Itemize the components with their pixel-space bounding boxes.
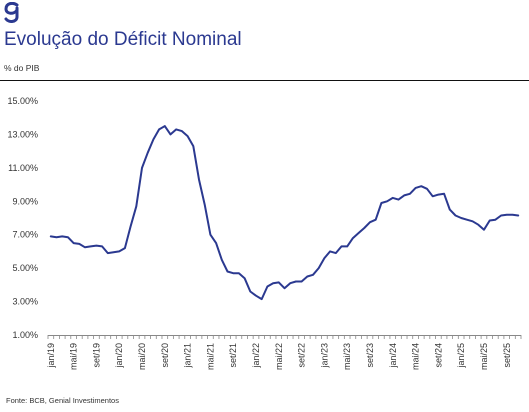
x-tick-label: jan/20 (114, 343, 124, 369)
y-axis: 1.00% 3.00% 5.00% 7.00% 9.00% 11.00% 13.00% 15.… (7, 96, 38, 340)
y-tick-label: 9.00% (12, 196, 38, 206)
x-tick-label: mai/21 (205, 343, 215, 370)
header-divider (0, 80, 529, 81)
x-tick-label: mai/22 (274, 343, 284, 370)
x-tick-label: mai/23 (342, 343, 352, 370)
series-line (49, 125, 520, 301)
x-axis: jan/19 mai/19 set/19 jan/20 mai/20 set/20 jan/… (46, 335, 522, 370)
y-tick-label: 5.00% (12, 263, 38, 273)
source-note: Fonte: BCB, Genial Investimentos (6, 396, 119, 405)
x-tick-label: set/22 (297, 343, 307, 368)
series-layer (49, 125, 520, 301)
x-tick-label: set/25 (502, 343, 512, 368)
x-tick-label: jan/24 (388, 343, 398, 369)
y-tick-label: 3.00% (12, 297, 38, 307)
y-tick-label: 15.00% (7, 96, 38, 106)
x-tick-label: jan/23 (319, 343, 329, 369)
page-title: Evolução do Déficit Nominal (4, 29, 242, 50)
x-tick-label: jan/22 (251, 343, 261, 369)
x-tick-label: mai/25 (479, 343, 489, 370)
x-tick-label: mai/19 (69, 343, 79, 370)
y-tick-label: 1.00% (12, 330, 38, 340)
x-tick-label: mai/24 (411, 343, 421, 370)
unit-label: % do PIB (4, 63, 40, 73)
x-tick-label: set/21 (228, 343, 238, 368)
x-tick-label: jan/25 (456, 343, 466, 369)
y-tick-label: 11.00% (8, 163, 38, 173)
x-tick-label: jan/21 (183, 343, 193, 369)
genial-logo-icon (4, 2, 19, 23)
y-tick-label: 7.00% (12, 230, 38, 240)
x-tick-label: mai/20 (137, 343, 147, 370)
x-tick-label: set/24 (433, 343, 443, 368)
y-tick-label: 13.00% (7, 129, 38, 139)
x-tick-label: set/20 (160, 343, 170, 368)
x-tick-label: set/19 (91, 343, 101, 368)
x-tick-label: jan/19 (46, 343, 56, 369)
x-tick-label: set/23 (365, 343, 375, 368)
